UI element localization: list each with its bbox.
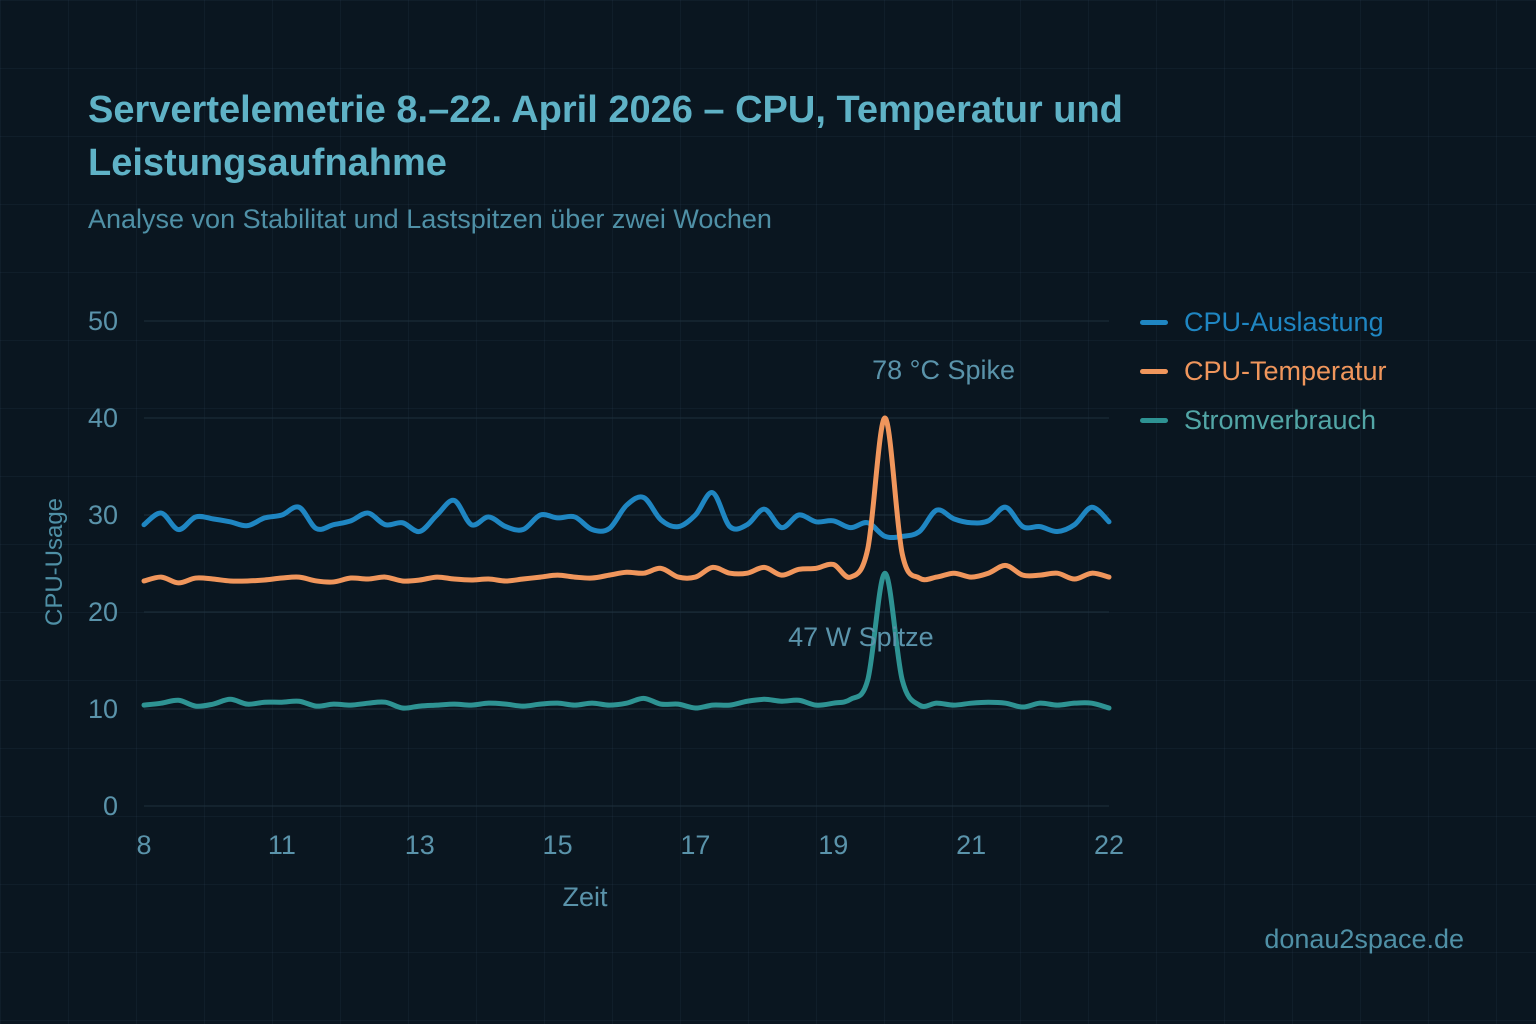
cpu-temperature-line — [141, 415, 1112, 586]
y-tick-label: 0 — [103, 791, 118, 821]
y-axis-ticks: 0 10 20 30 40 50 — [88, 306, 118, 821]
annotation-label: 78 °C Spike — [872, 355, 1015, 385]
legend-swatch-power — [1140, 418, 1168, 423]
chart-title: Servertelemetrie 8.–22. April 2026 – CPU… — [88, 89, 1123, 184]
legend: CPU-Auslastung CPU-Temperatur Stromverbr… — [1140, 298, 1387, 445]
legend-label: CPU-Temperatur — [1184, 356, 1387, 386]
series-lines — [141, 415, 1112, 711]
x-tick-label: 13 — [405, 830, 435, 860]
legend-swatch-temp — [1140, 369, 1168, 374]
legend-item-cpu[interactable]: CPU-Auslastung — [1140, 298, 1387, 347]
legend-item-temp[interactable]: CPU-Temperatur — [1140, 347, 1387, 396]
x-axis-label: Zeit — [562, 882, 608, 912]
x-tick-label: 11 — [268, 830, 296, 860]
y-tick-label: 40 — [88, 403, 118, 433]
x-tick-label: 22 — [1094, 830, 1124, 860]
chart-subtitle: Analyse von Stabilitat und Lastspitzen ü… — [88, 204, 772, 234]
legend-label: CPU-Auslastung — [1184, 307, 1384, 337]
x-tick-label: 8 — [136, 830, 151, 860]
annotation-label: 47 W Spitze — [788, 622, 934, 652]
x-tick-label: 15 — [543, 830, 573, 860]
y-tick-label: 20 — [88, 597, 118, 627]
x-tick-label: 21 — [956, 830, 986, 860]
legend-label: Stromverbrauch — [1184, 405, 1377, 435]
cpu-usage-line — [141, 490, 1112, 541]
grid-lines — [144, 320, 1109, 807]
power-consumption-line — [141, 570, 1112, 711]
legend-item-power[interactable]: Stromverbrauch — [1140, 396, 1387, 445]
x-tick-label: 19 — [818, 830, 848, 860]
x-axis-ticks: 8 11 13 15 17 19 21 22 — [136, 830, 1124, 860]
y-tick-label: 30 — [88, 500, 118, 530]
annotations: 78 °C Spike 47 W Spitze — [788, 355, 1015, 652]
y-tick-label: 50 — [88, 306, 118, 336]
y-axis-label: CPU-Usage — [41, 498, 68, 626]
watermark: donau2space.de — [1264, 924, 1464, 954]
y-tick-label: 10 — [88, 694, 118, 724]
x-tick-label: 17 — [680, 830, 710, 860]
legend-swatch-cpu — [1140, 320, 1168, 325]
